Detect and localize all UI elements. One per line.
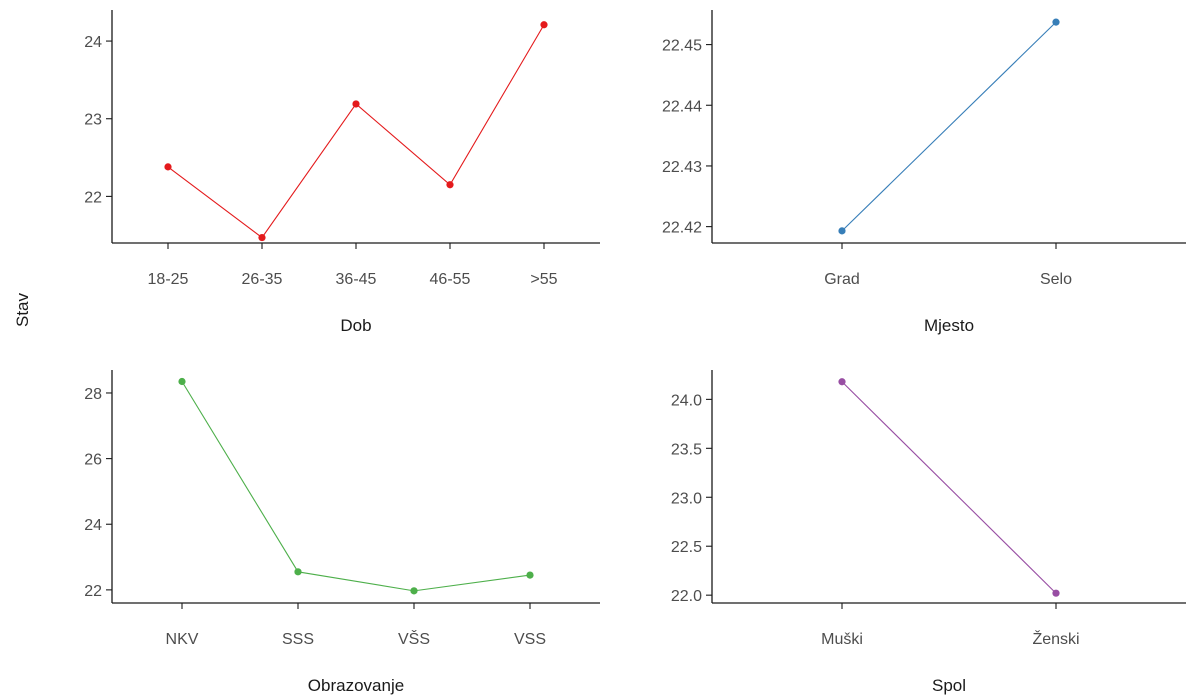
y-tick-label: 23	[84, 112, 102, 129]
x-tick-label: VSS	[514, 631, 546, 648]
x-tick-label: Muški	[821, 631, 863, 648]
y-tick-label: 22.43	[662, 159, 702, 176]
y-tick-label: 22	[84, 189, 102, 206]
y-tick-label: 22.42	[662, 220, 702, 237]
y-tick-label: 26	[84, 452, 102, 469]
x-tick-label: SSS	[282, 631, 314, 648]
x-axis-title: Obrazovanje	[308, 676, 404, 695]
y-tick-label: 28	[84, 386, 102, 403]
data-point	[526, 571, 534, 579]
chart-panel-dob: 22 23 24 18-25 26-35 36-45 46-55 >55 Dob	[84, 10, 600, 335]
x-tick-label: 36-45	[336, 271, 377, 288]
data-point	[446, 181, 454, 189]
data-point	[410, 587, 418, 595]
data-point	[352, 100, 360, 108]
y-tick-label: 23.0	[671, 490, 702, 507]
chart-panel-mjesto: 22.42 22.43 22.44 22.45 Grad Selo Mjesto	[662, 10, 1186, 335]
x-tick-label: 46-55	[430, 271, 471, 288]
x-axis-title: Spol	[932, 676, 966, 695]
series-line	[167, 24, 545, 239]
data-point	[1052, 589, 1060, 597]
y-tick-label: 24	[84, 34, 102, 51]
x-tick-label: Grad	[824, 271, 860, 288]
series-line	[181, 381, 531, 592]
data-point	[164, 163, 172, 171]
data-point	[178, 377, 186, 386]
shared-y-axis-title: Stav	[13, 292, 32, 327]
data-point	[838, 227, 846, 235]
y-tick-label: 22.0	[671, 588, 702, 605]
x-tick-label: >55	[530, 271, 557, 288]
x-tick-label: 26-35	[242, 271, 283, 288]
x-tick-label: VŠS	[398, 629, 430, 648]
data-point	[838, 378, 846, 386]
x-tick-label: Selo	[1040, 271, 1072, 288]
data-point	[1052, 18, 1060, 26]
y-tick-label: 24	[84, 517, 102, 534]
series-line	[841, 21, 1057, 232]
y-tick-label: 22.45	[662, 38, 702, 55]
y-tick-label: 23.5	[671, 441, 702, 458]
x-tick-label: NKV	[166, 631, 199, 648]
x-axis-title: Dob	[340, 316, 371, 335]
y-tick-label: 22	[84, 583, 102, 600]
y-tick-label: 24.0	[671, 392, 702, 409]
chart-panel-spol: 22.0 22.5 23.0 23.5 24.0 Muški Ženski Spol	[671, 370, 1186, 695]
data-point	[540, 21, 548, 29]
x-tick-label: Ženski	[1032, 629, 1079, 648]
y-tick-label: 22.5	[671, 539, 702, 556]
x-axis-title: Mjesto	[924, 316, 974, 335]
series-line	[841, 381, 1057, 594]
x-tick-label: 18-25	[148, 271, 189, 288]
data-point	[294, 568, 302, 576]
y-tick-label: 22.44	[662, 98, 702, 115]
data-point	[258, 233, 266, 242]
chart-panel-obrazovanje: 22 24 26 28 NKV SSS VŠS VSS Obrazovanje	[84, 370, 600, 695]
